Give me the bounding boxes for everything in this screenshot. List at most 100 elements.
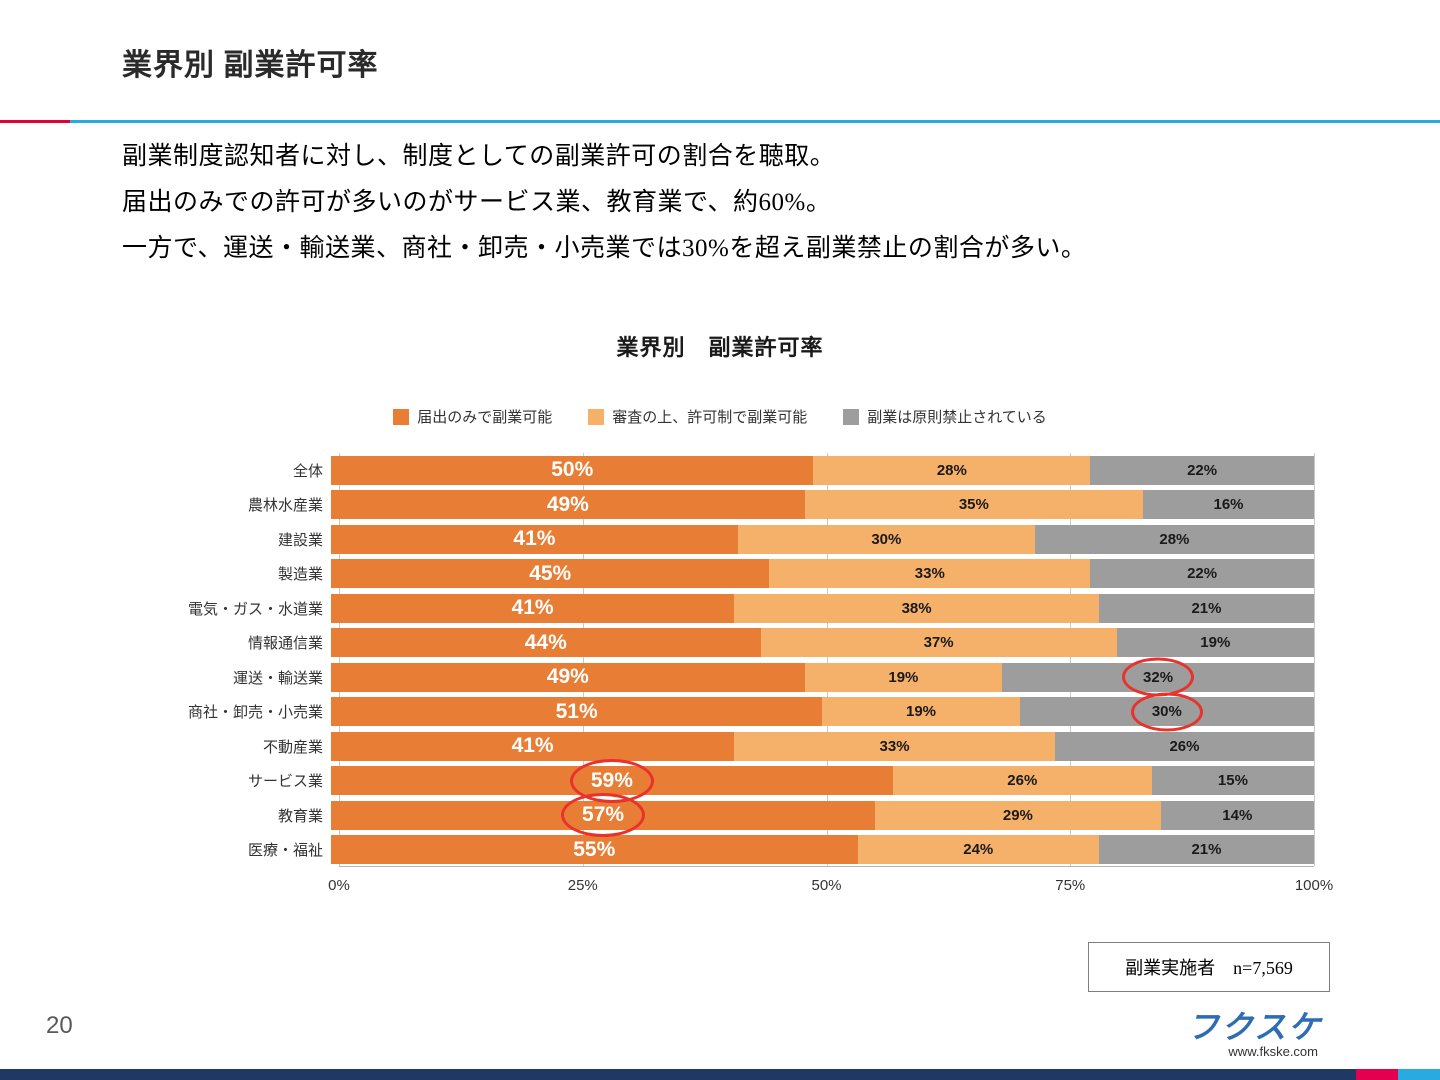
bar-value-label: 38% bbox=[901, 599, 932, 617]
bar-value-label: 49% bbox=[546, 665, 589, 689]
gridline bbox=[826, 453, 828, 866]
header-divider bbox=[0, 120, 1440, 123]
bar-value-label: 44% bbox=[524, 630, 567, 654]
bar-value-label: 26% bbox=[1007, 772, 1038, 790]
bar-segment: 28% bbox=[1034, 524, 1314, 554]
bar-segment: 28% bbox=[813, 455, 1091, 485]
bar-segment: 30% bbox=[1019, 692, 1314, 732]
category-label: サービス業 bbox=[247, 773, 323, 791]
stacked-bar: 50% 28% 22% bbox=[331, 455, 1314, 485]
summary-line-1: 副業制度認知者に対し、制度としての副業許可の割合を聴取。 bbox=[122, 143, 836, 170]
bar-segment: 33% bbox=[734, 731, 1055, 761]
category-label: 医療・福祉 bbox=[247, 842, 323, 860]
bar-value-label: 41% bbox=[511, 596, 554, 620]
bar-value-label: 28% bbox=[936, 461, 967, 479]
bar-segment: 22% bbox=[1090, 559, 1314, 589]
bar-value-label: 41% bbox=[511, 734, 554, 758]
summary-line-2: 届出のみでの許可が多いのがサービス業、教育業で、約60%。 bbox=[122, 189, 832, 216]
category-label: 不動産業 bbox=[262, 738, 323, 756]
chart-row: 運送・輸送業 49% 19% 32% bbox=[126, 657, 1314, 697]
bar-segment: 49% bbox=[331, 662, 805, 692]
bar-segment: 35% bbox=[804, 490, 1144, 520]
page-number: 20 bbox=[46, 1012, 73, 1039]
stacked-bar: 59% 26% 15% bbox=[331, 758, 1314, 803]
bar-value-label: 32% bbox=[1143, 668, 1174, 686]
bar-segment: 44% bbox=[331, 628, 761, 658]
bar-value-label: 35% bbox=[958, 496, 989, 514]
category-label: 全体 bbox=[292, 462, 323, 480]
bar-segment: 57% bbox=[331, 793, 876, 838]
bar-segment: 15% bbox=[1151, 766, 1314, 796]
bar-segment: 37% bbox=[760, 628, 1117, 658]
bar-segment: 26% bbox=[1054, 731, 1314, 761]
x-axis-tick-label: 0% bbox=[328, 877, 350, 894]
bar-segment: 50% bbox=[331, 455, 814, 485]
legend-item-0: 届出のみで副業可能 bbox=[393, 406, 552, 427]
legend-item-1: 審査の上、許可制で副業可能 bbox=[588, 406, 807, 427]
summary-text: 副業制度認知者に対し、制度としての副業許可の割合を聴取。 届出のみでの許可が多い… bbox=[122, 134, 1086, 272]
bar-value-label: 19% bbox=[1200, 634, 1231, 652]
legend-label: 審査の上、許可制で副業可能 bbox=[612, 409, 808, 426]
bar-segment: 24% bbox=[857, 835, 1099, 865]
bar-segment: 22% bbox=[1090, 455, 1314, 485]
bar-segment: 21% bbox=[1098, 593, 1314, 623]
bar-segment: 33% bbox=[769, 559, 1091, 589]
chart-gridlines bbox=[339, 453, 1315, 867]
bar-segment: 19% bbox=[804, 662, 1003, 692]
bar-segment: 41% bbox=[331, 593, 735, 623]
bar-segment: 26% bbox=[892, 766, 1152, 796]
bar-value-label: 57% bbox=[582, 803, 625, 827]
legend-label: 届出のみで副業可能 bbox=[417, 409, 553, 426]
stacked-bar: 49% 19% 32% bbox=[331, 657, 1314, 697]
bar-segment: 16% bbox=[1143, 490, 1314, 520]
bar-segment: 21% bbox=[1098, 835, 1314, 865]
chart: 業界別 副業許可率 届出のみで副業可能 審査の上、許可制で副業可能 副業は原則禁止さ… bbox=[126, 330, 1333, 901]
website-url: www.fkske.com bbox=[1228, 1044, 1318, 1059]
stacked-bar: 51% 19% 30% bbox=[331, 692, 1314, 732]
legend-swatch-icon bbox=[588, 408, 605, 425]
bar-value-label: 26% bbox=[1169, 737, 1200, 755]
bar-value-label: 29% bbox=[1002, 806, 1033, 824]
bar-value-label: 37% bbox=[923, 634, 954, 652]
stacked-bar: 55% 24% 21% bbox=[331, 835, 1314, 865]
category-label: 建設業 bbox=[277, 531, 323, 549]
chart-legend: 届出のみで副業可能 審査の上、許可制で副業可能 副業は原則禁止されている bbox=[126, 406, 1314, 427]
bar-segment: 41% bbox=[331, 524, 738, 554]
category-label: 運送・輸送業 bbox=[232, 669, 323, 687]
bar-value-label: 30% bbox=[1151, 703, 1182, 721]
legend-swatch-icon bbox=[843, 408, 860, 425]
chart-row: 建設業 41% 30% 28% bbox=[126, 522, 1314, 557]
chart-row: サービス業 59% 26% 15% bbox=[126, 758, 1314, 803]
bar-value-label: 28% bbox=[1159, 530, 1190, 548]
bar-value-label: 45% bbox=[529, 561, 572, 585]
bar-value-label: 51% bbox=[555, 699, 598, 723]
footer-strip-cyan bbox=[1398, 1069, 1440, 1080]
bar-segment: 19% bbox=[1116, 628, 1314, 658]
bar-segment: 51% bbox=[331, 697, 823, 727]
bar-value-label: 21% bbox=[1191, 841, 1222, 859]
sample-size-note: 副業実施者 n=7,569 bbox=[1088, 942, 1330, 992]
chart-row: 情報通信業 44% 37% 19% bbox=[126, 626, 1314, 661]
bar-value-label: 14% bbox=[1222, 806, 1253, 824]
gridline bbox=[339, 453, 340, 866]
x-axis-tick-label: 100% bbox=[1294, 877, 1334, 894]
gridline bbox=[582, 453, 584, 866]
x-axis-tick-label: 25% bbox=[567, 877, 598, 894]
bar-segment: 32% bbox=[1002, 657, 1314, 697]
bar-segment: 19% bbox=[822, 697, 1020, 727]
x-axis-tick-label: 75% bbox=[1055, 877, 1086, 894]
legend-label: 副業は原則禁止されている bbox=[867, 409, 1047, 426]
category-label: 情報通信業 bbox=[247, 635, 323, 653]
bar-value-label: 55% bbox=[573, 837, 616, 861]
chart-title: 業界別 副業許可率 bbox=[616, 335, 824, 360]
stacked-bar: 41% 38% 21% bbox=[331, 593, 1314, 623]
stacked-bar: 41% 33% 26% bbox=[331, 731, 1314, 761]
stacked-bar: 49% 35% 16% bbox=[331, 490, 1314, 520]
bar-segment: 49% bbox=[331, 490, 805, 520]
bar-segment: 38% bbox=[734, 593, 1099, 623]
stacked-bar: 44% 37% 19% bbox=[331, 628, 1314, 658]
footer-strip bbox=[0, 1069, 1440, 1080]
bar-value-label: 50% bbox=[551, 458, 594, 482]
gridline bbox=[1314, 453, 1315, 866]
chart-plot-area: 全体 50% 28% 22% 農林水産業 49% 35% 16% 建設業 41% 30% 28% 製造業… bbox=[126, 453, 1315, 867]
